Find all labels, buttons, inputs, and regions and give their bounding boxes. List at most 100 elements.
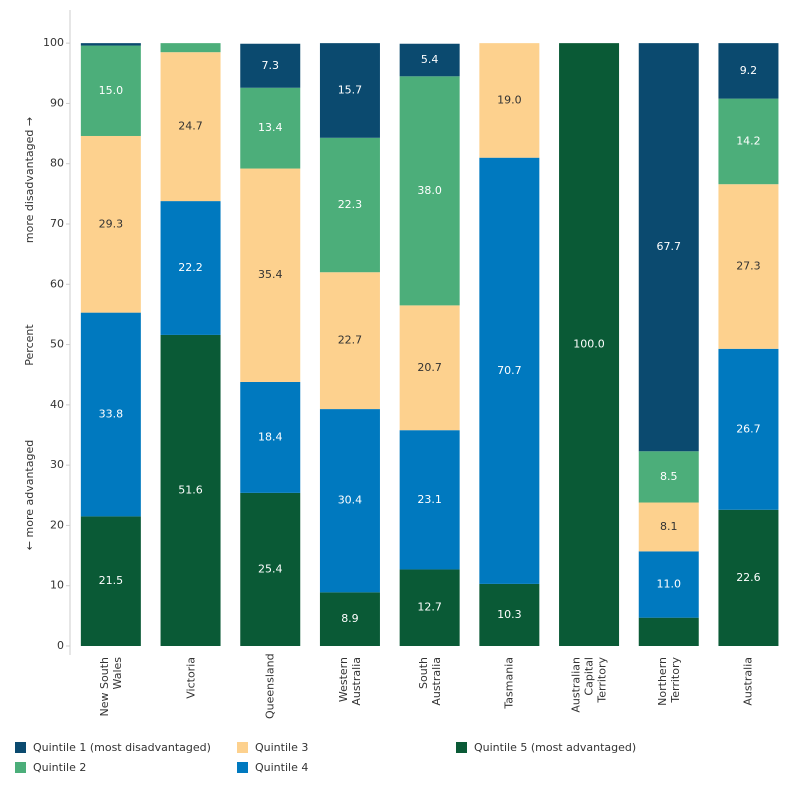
bar-segment bbox=[80, 45, 141, 136]
value-label: 38.0 bbox=[417, 184, 442, 197]
bar-segment bbox=[240, 87, 301, 169]
value-label: 30.4 bbox=[338, 494, 363, 507]
value-label: 8.9 bbox=[341, 612, 359, 625]
y-tick-label: 90 bbox=[50, 96, 64, 109]
value-label: 8.1 bbox=[660, 520, 678, 533]
bar-segment bbox=[479, 43, 540, 158]
bar-segment bbox=[638, 551, 699, 618]
y-tick-label: 0 bbox=[57, 639, 64, 652]
value-label: 24.7 bbox=[178, 120, 203, 133]
legend-label: Quintile 3 bbox=[255, 741, 309, 754]
value-label: 51.6 bbox=[178, 483, 203, 496]
y-annotation: ← more advantaged bbox=[23, 440, 36, 550]
y-tick-label: 10 bbox=[50, 579, 64, 592]
value-label: 25.4 bbox=[258, 562, 283, 575]
y-tick-label: 60 bbox=[50, 277, 64, 290]
bar-segment bbox=[240, 381, 301, 493]
value-label: 18.4 bbox=[258, 430, 283, 443]
value-label: 67.7 bbox=[657, 240, 682, 253]
y-tick-label: 40 bbox=[50, 398, 64, 411]
legend-item: Quintile 3 bbox=[237, 741, 308, 754]
value-label: 22.6 bbox=[736, 571, 761, 584]
legend-label: Quintile 4 bbox=[255, 761, 309, 774]
value-label: 29.3 bbox=[99, 217, 124, 230]
x-tick-label: Tasmania bbox=[502, 657, 516, 709]
bar-segment bbox=[718, 43, 779, 99]
x-tick-label: New South Wales bbox=[97, 657, 124, 717]
bar-segment bbox=[718, 348, 779, 510]
bar-segment bbox=[638, 617, 699, 646]
x-tick-label: South Australia bbox=[416, 657, 443, 706]
legend-item: Quintile 1 (most disadvantaged) bbox=[15, 741, 211, 754]
value-label: 7.3 bbox=[262, 59, 280, 72]
value-label: 19.0 bbox=[497, 93, 522, 106]
legend-label: Quintile 1 (most disadvantaged) bbox=[33, 741, 211, 754]
bar-segment bbox=[240, 43, 301, 88]
bar-segment bbox=[399, 569, 460, 646]
bar-segment bbox=[638, 451, 699, 503]
y-tick-label: 70 bbox=[50, 217, 64, 230]
y-tick-label: 100 bbox=[43, 36, 64, 49]
bar-segment bbox=[160, 52, 221, 202]
value-label: 12.7 bbox=[417, 601, 442, 614]
y-tick-label: 20 bbox=[50, 518, 64, 531]
bar-segment bbox=[399, 430, 460, 570]
x-tick-label: Northern Territory bbox=[655, 657, 682, 706]
y-axis-label: Percent bbox=[23, 324, 36, 366]
value-label: 14.2 bbox=[736, 134, 761, 147]
bar-segment bbox=[638, 43, 699, 452]
value-label: 15.7 bbox=[338, 83, 363, 96]
value-label: 9.2 bbox=[740, 64, 758, 77]
bar-segment bbox=[319, 592, 380, 646]
bar-segment bbox=[559, 43, 620, 646]
bar-segment bbox=[319, 409, 380, 593]
x-tick-label: Australian Capital Territory bbox=[569, 657, 609, 713]
value-label: 23.1 bbox=[417, 493, 442, 506]
value-label: 21.5 bbox=[99, 574, 124, 587]
bar-segment bbox=[718, 184, 779, 349]
bar-segment bbox=[80, 312, 141, 517]
x-tick-label: Queensland bbox=[263, 653, 277, 719]
value-label: 13.4 bbox=[258, 121, 283, 134]
value-label: 5.4 bbox=[421, 53, 439, 66]
y-tick-label: 50 bbox=[50, 338, 64, 351]
value-label: 22.7 bbox=[338, 334, 363, 347]
legend-label: Quintile 2 bbox=[33, 761, 87, 774]
value-label: 70.7 bbox=[497, 364, 522, 377]
bar-segment bbox=[240, 492, 301, 646]
value-label: 11.0 bbox=[657, 578, 682, 591]
bar-segment bbox=[479, 157, 540, 584]
legend-item: Quintile 5 (most advantaged) bbox=[456, 741, 636, 754]
value-label: 8.5 bbox=[660, 470, 678, 483]
legend-label: Quintile 5 (most advantaged) bbox=[474, 741, 637, 754]
bar-segment bbox=[718, 509, 779, 646]
y-tick-label: 80 bbox=[50, 157, 64, 170]
y-tick-label: 30 bbox=[50, 458, 64, 471]
bar-segment bbox=[718, 98, 779, 185]
value-label: 20.7 bbox=[417, 361, 442, 374]
value-label: 22.2 bbox=[178, 261, 203, 274]
bar-segment bbox=[160, 201, 221, 335]
legend-item: Quintile 2 bbox=[15, 761, 86, 774]
bar-segment bbox=[319, 272, 380, 410]
x-tick-label: Western Australia bbox=[336, 657, 363, 706]
bar-segment bbox=[80, 43, 141, 46]
value-label: 100.0 bbox=[573, 338, 605, 351]
bar-segment bbox=[399, 76, 460, 306]
x-tick-label: Australia bbox=[741, 657, 755, 706]
legend-swatch bbox=[15, 762, 26, 773]
value-label: 15.0 bbox=[99, 84, 124, 97]
bar-segment bbox=[319, 137, 380, 273]
legend-swatch bbox=[456, 742, 467, 753]
bar-segment bbox=[399, 305, 460, 431]
bar-segment bbox=[160, 334, 221, 646]
legend-item: Quintile 4 bbox=[237, 761, 308, 774]
value-label: 10.3 bbox=[497, 608, 522, 621]
value-label: 35.4 bbox=[258, 268, 283, 281]
value-label: 27.3 bbox=[736, 260, 761, 273]
value-label: 22.3 bbox=[338, 198, 363, 211]
value-label: 26.7 bbox=[736, 422, 761, 435]
bar-segment bbox=[80, 135, 141, 313]
